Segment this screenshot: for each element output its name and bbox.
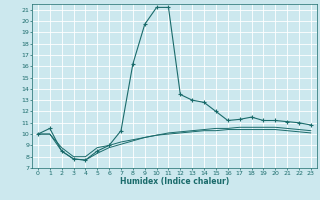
X-axis label: Humidex (Indice chaleur): Humidex (Indice chaleur)	[120, 177, 229, 186]
